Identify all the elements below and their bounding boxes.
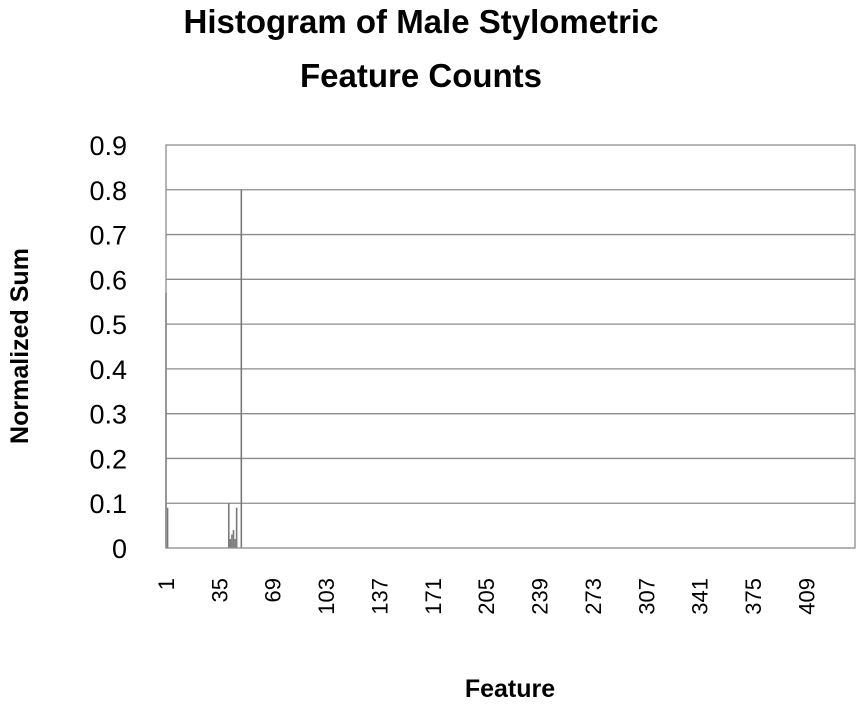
- y-tick-label: 0.6: [89, 265, 127, 295]
- x-axis-label: Feature: [465, 675, 555, 703]
- y-tick-label: 0.1: [89, 489, 127, 519]
- gridlines: [166, 189, 855, 504]
- x-tick-label: 1: [154, 578, 179, 590]
- x-tick-labels: 1 35 69 103 137 171 205 239 273 307 341 375 409: [154, 578, 819, 615]
- x-tick-label: 35: [207, 578, 232, 602]
- chart-title-line-2: Feature Counts: [300, 57, 542, 94]
- x-tick-label: 375: [741, 578, 766, 615]
- x-tick-label: 103: [314, 578, 339, 615]
- y-tick-label: 0.9: [89, 131, 127, 161]
- x-tick-label: 307: [634, 578, 659, 615]
- x-tick-label: 409: [794, 578, 819, 615]
- y-tick-label: 0.7: [89, 221, 127, 251]
- x-tick-label: 239: [528, 578, 553, 615]
- y-tick-label: 0.4: [89, 355, 127, 385]
- chart-title-line-1: Histogram of Male Stylometric: [184, 3, 659, 40]
- y-axis-label: Normalized Sum: [6, 248, 34, 444]
- x-tick-label: 205: [474, 578, 499, 615]
- x-tick-label: 137: [367, 578, 392, 615]
- x-tick-label: 69: [261, 578, 286, 602]
- x-tick-label: 171: [421, 578, 446, 615]
- y-tick-label: 0: [112, 534, 127, 564]
- x-tick-label: 273: [581, 578, 606, 615]
- x-tick-label: 341: [688, 578, 713, 615]
- y-tick-label: 0.5: [89, 310, 127, 340]
- y-tick-label: 0.3: [89, 400, 127, 430]
- y-tick-labels: 0 0.1 0.2 0.3 0.4 0.5 0.6 0.7 0.8 0.9: [89, 131, 127, 564]
- plot-frame: [165, 144, 856, 549]
- y-tick-label: 0.2: [89, 444, 127, 474]
- y-tick-label: 0.8: [89, 176, 127, 206]
